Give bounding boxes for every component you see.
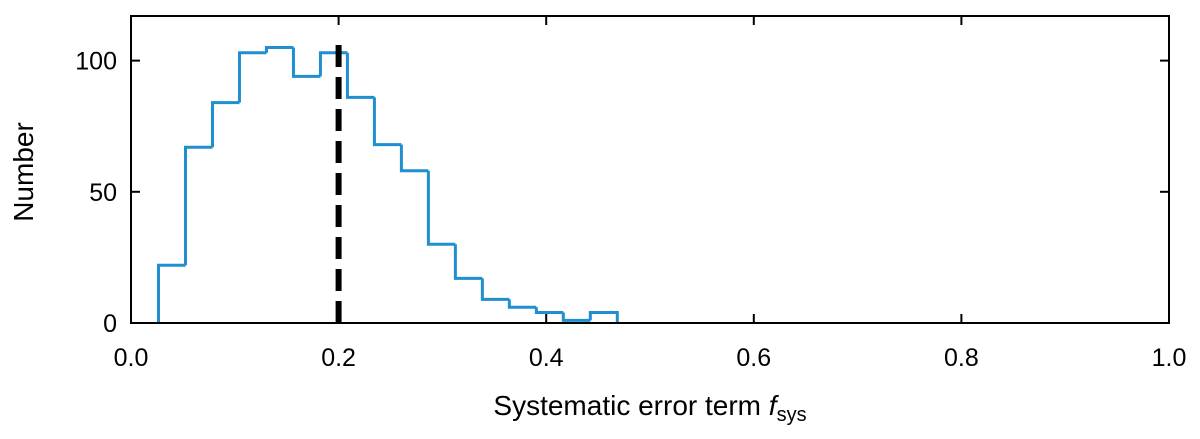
histogram-bin bbox=[426, 170, 456, 246]
y-tick-label: 50 bbox=[89, 179, 117, 207]
y-tick-label: 0 bbox=[103, 310, 117, 338]
x-tick-label: 0.0 bbox=[114, 344, 149, 372]
histogram-bin bbox=[534, 307, 564, 315]
x-tick-label: 1.0 bbox=[1152, 344, 1187, 372]
histogram-bin bbox=[561, 312, 591, 322]
x-tick-label: 0.8 bbox=[944, 344, 979, 372]
x-tick-label: 0.4 bbox=[529, 344, 564, 372]
histogram-bin bbox=[507, 299, 537, 309]
histogram-bin bbox=[588, 311, 619, 323]
histogram-bin bbox=[237, 51, 267, 103]
histogram-bin bbox=[210, 101, 240, 148]
histogram-bin bbox=[318, 51, 348, 77]
histogram-bin bbox=[453, 244, 483, 280]
x-axis-ticks: 0.0 0.2 0.4 0.6 0.8 1.0 bbox=[114, 16, 1187, 372]
y-axis-ticks: 0 50 100 bbox=[75, 48, 1169, 338]
x-axis-title: Systematic error term fsys bbox=[493, 390, 806, 426]
histogram-bin bbox=[399, 144, 429, 173]
histogram-bin bbox=[345, 52, 375, 99]
histogram-bin bbox=[157, 263, 186, 323]
y-tick-label: 100 bbox=[75, 48, 117, 76]
x-tick-label: 0.6 bbox=[736, 344, 771, 372]
y-axis-title: Number bbox=[8, 122, 39, 222]
histogram-bin bbox=[480, 278, 510, 301]
histogram-bin bbox=[183, 145, 213, 266]
plot-area bbox=[130, 15, 1170, 324]
histogram-bin bbox=[291, 47, 321, 78]
histogram-bin bbox=[372, 97, 402, 147]
axes-frame bbox=[130, 15, 1170, 324]
x-tick-label: 0.2 bbox=[321, 344, 356, 372]
histogram-bin bbox=[264, 45, 294, 53]
